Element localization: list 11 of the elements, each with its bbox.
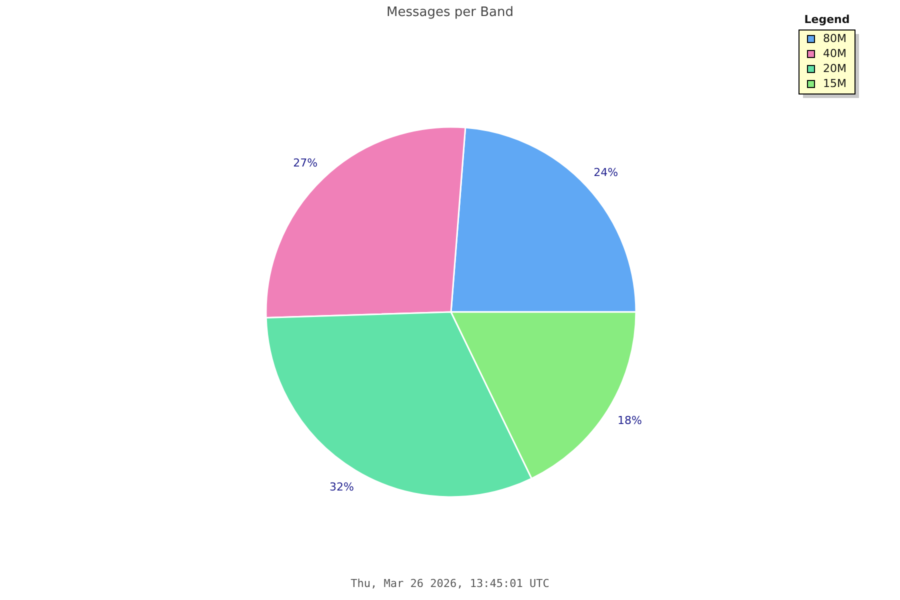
legend-label: 20M bbox=[823, 62, 846, 76]
data-label: 18% bbox=[618, 414, 642, 427]
chart-title: Messages per Band bbox=[386, 5, 514, 20]
data-label: 32% bbox=[330, 480, 354, 494]
text: Thu, Mar 26 2026, 13:45:01 UTC bbox=[350, 577, 550, 590]
legend-label: 80M bbox=[823, 32, 846, 46]
data-label: 24% bbox=[594, 166, 618, 179]
legend-label: 40M bbox=[823, 47, 846, 60]
legend-label: 15M bbox=[823, 77, 846, 90]
data-label: 27% bbox=[293, 156, 318, 170]
legend-title: Legend bbox=[804, 13, 850, 26]
